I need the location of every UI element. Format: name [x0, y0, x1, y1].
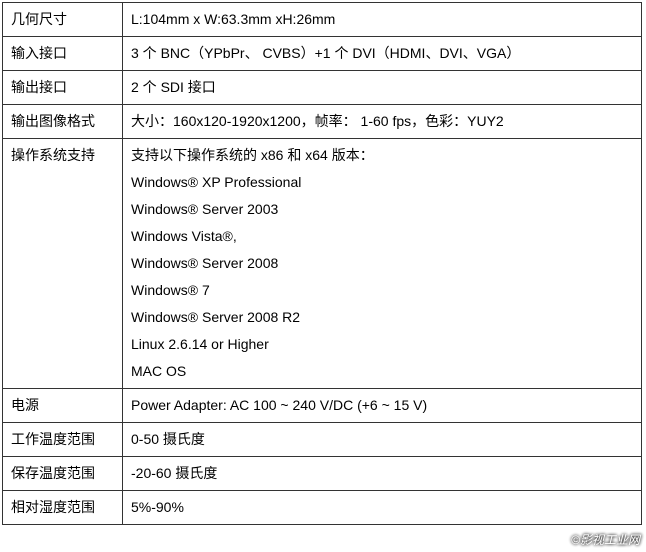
row-value: 3 个 BNC（YPbPr、 CVBS）+1 个 DVI（HDMI、DVI、VG… — [123, 37, 642, 71]
os-line: MAC OS — [131, 361, 633, 382]
row-label: 输出接口 — [3, 71, 123, 105]
row-label: 保存温度范围 — [3, 457, 123, 491]
row-label: 操作系统支持 — [3, 139, 123, 389]
os-line: Windows® Server 2008 — [131, 253, 633, 274]
row-label: 工作温度范围 — [3, 423, 123, 457]
os-line: Windows® Server 2003 — [131, 199, 633, 220]
table-row: 电源 Power Adapter: AC 100 ~ 240 V/DC (+6 … — [3, 389, 642, 423]
table-row: 输出接口 2 个 SDI 接口 — [3, 71, 642, 105]
row-label: 几何尺寸 — [3, 3, 123, 37]
spec-table-body: 几何尺寸 L:104mm x W:63.3mm xH:26mm 输入接口 3 个… — [3, 3, 642, 525]
row-value: 0-50 摄氏度 — [123, 423, 642, 457]
row-value: 大小：160x120-1920x1200，帧率： 1-60 fps，色彩：YUY… — [123, 105, 642, 139]
os-line: Windows® 7 — [131, 280, 633, 301]
table-row: 保存温度范围 -20-60 摄氏度 — [3, 457, 642, 491]
table-row: 工作温度范围 0-50 摄氏度 — [3, 423, 642, 457]
table-row: 输出图像格式 大小：160x120-1920x1200，帧率： 1-60 fps… — [3, 105, 642, 139]
os-line: Windows® Server 2008 R2 — [131, 307, 633, 328]
row-value: L:104mm x W:63.3mm xH:26mm — [123, 3, 642, 37]
row-value-os: 支持以下操作系统的 x86 和 x64 版本： Windows® XP Prof… — [123, 139, 642, 389]
table-row: 几何尺寸 L:104mm x W:63.3mm xH:26mm — [3, 3, 642, 37]
row-value: Power Adapter: AC 100 ~ 240 V/DC (+6 ~ 1… — [123, 389, 642, 423]
row-value: 2 个 SDI 接口 — [123, 71, 642, 105]
row-label: 电源 — [3, 389, 123, 423]
row-value: -20-60 摄氏度 — [123, 457, 642, 491]
row-label: 相对湿度范围 — [3, 491, 123, 525]
table-row: 输入接口 3 个 BNC（YPbPr、 CVBS）+1 个 DVI（HDMI、D… — [3, 37, 642, 71]
os-line: Linux 2.6.14 or Higher — [131, 334, 633, 355]
os-line: 支持以下操作系统的 x86 和 x64 版本： — [131, 145, 633, 166]
watermark-text: ©影视工业网 — [571, 531, 640, 548]
row-value: 5%-90% — [123, 491, 642, 525]
spec-table: 几何尺寸 L:104mm x W:63.3mm xH:26mm 输入接口 3 个… — [2, 2, 642, 525]
os-line: Windows® XP Professional — [131, 172, 633, 193]
table-row: 操作系统支持 支持以下操作系统的 x86 和 x64 版本： Windows® … — [3, 139, 642, 389]
table-row: 相对湿度范围 5%-90% — [3, 491, 642, 525]
row-label: 输出图像格式 — [3, 105, 123, 139]
os-line: Windows Vista®, — [131, 226, 633, 247]
row-label: 输入接口 — [3, 37, 123, 71]
